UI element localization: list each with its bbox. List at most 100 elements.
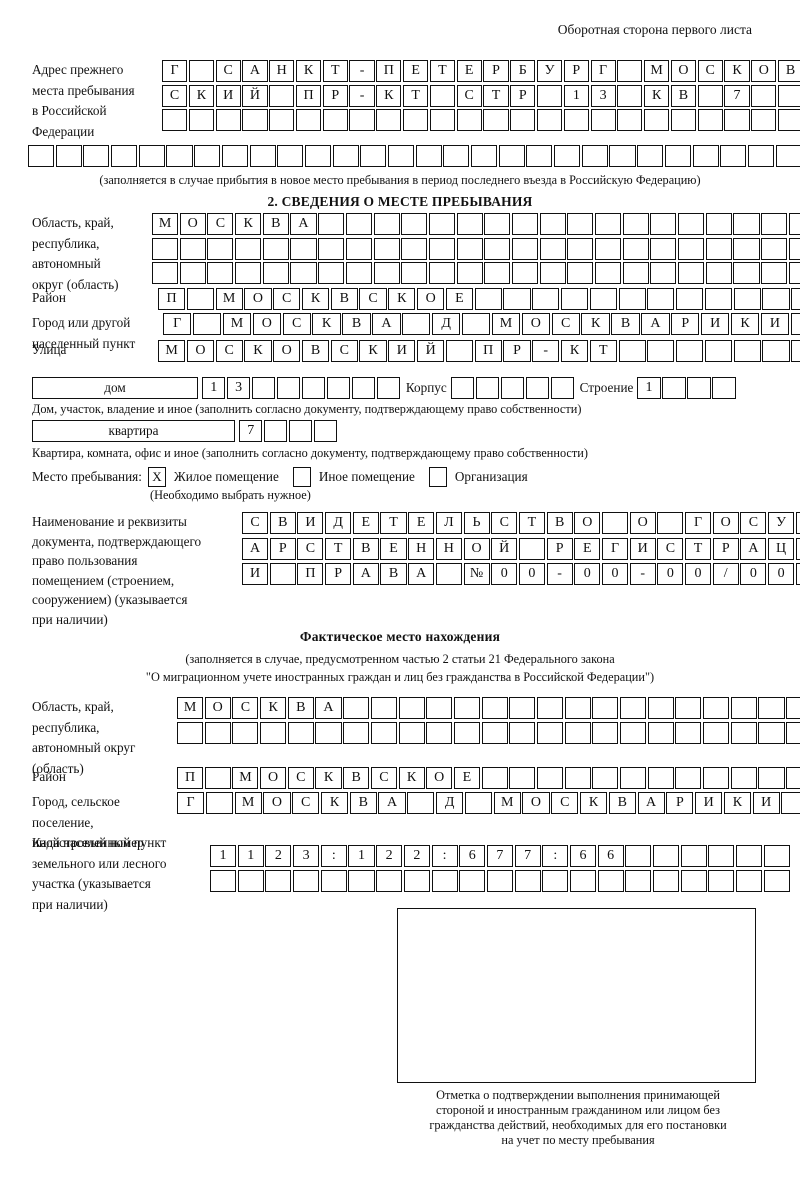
char-cell[interactable]: К xyxy=(581,313,610,335)
char-cell[interactable] xyxy=(650,262,677,285)
char-cell[interactable] xyxy=(775,145,800,167)
char-cell[interactable]: 7 xyxy=(724,84,750,107)
char-cell[interactable]: Ь xyxy=(463,512,490,534)
char-cell[interactable] xyxy=(318,262,345,285)
char-cell[interactable] xyxy=(526,145,553,167)
char-cell[interactable] xyxy=(747,145,774,167)
char-cell[interactable]: 6 xyxy=(569,845,597,867)
char-cell[interactable] xyxy=(351,377,376,399)
char-cell[interactable]: С xyxy=(657,537,684,560)
char-cell[interactable] xyxy=(751,84,777,107)
char-cell[interactable] xyxy=(293,869,320,892)
char-cell[interactable] xyxy=(401,213,428,235)
char-cell[interactable]: 0 xyxy=(574,563,601,585)
char-cell[interactable]: Й xyxy=(242,84,268,107)
checkbox-zhiloe[interactable]: X xyxy=(147,467,166,487)
char-cell[interactable] xyxy=(664,145,691,167)
char-cell[interactable] xyxy=(733,237,760,260)
char-cell[interactable] xyxy=(647,767,674,789)
char-cell[interactable]: Е xyxy=(380,537,407,560)
char-cell[interactable]: Д xyxy=(325,512,352,534)
char-cell[interactable] xyxy=(703,697,730,719)
char-cell[interactable] xyxy=(251,377,276,399)
char-cell[interactable] xyxy=(345,213,372,235)
char-cell[interactable] xyxy=(670,109,697,132)
char-cell[interactable] xyxy=(484,237,511,260)
char-cell[interactable]: А xyxy=(378,792,406,814)
char-cell[interactable]: О xyxy=(244,288,272,310)
char-cell[interactable] xyxy=(786,767,800,789)
char-cell[interactable] xyxy=(387,145,415,167)
char-cell[interactable] xyxy=(509,767,536,789)
char-cell[interactable]: 1 xyxy=(210,845,237,867)
char-cell[interactable] xyxy=(343,721,370,744)
char-cell[interactable]: 2 xyxy=(265,845,292,867)
char-cell[interactable]: С xyxy=(359,288,387,310)
char-cell[interactable]: И xyxy=(388,340,416,362)
char-cell[interactable] xyxy=(590,109,616,132)
char-cell[interactable]: 3 xyxy=(590,84,616,107)
char-cell[interactable] xyxy=(511,237,539,260)
checkbox-organizaciya[interactable] xyxy=(428,467,447,487)
char-cell[interactable]: - xyxy=(546,563,573,585)
char-cell[interactable] xyxy=(152,262,179,285)
char-cell[interactable] xyxy=(260,721,287,744)
char-cell[interactable]: А xyxy=(740,537,767,560)
char-cell[interactable] xyxy=(592,721,619,744)
char-cell[interactable]: К xyxy=(398,767,425,789)
char-cell[interactable] xyxy=(708,869,735,892)
char-cell[interactable]: 0 xyxy=(768,563,795,585)
char-cell[interactable] xyxy=(249,145,276,167)
char-cell[interactable] xyxy=(647,697,674,719)
char-cell[interactable] xyxy=(315,721,342,744)
char-cell[interactable]: К xyxy=(724,60,750,82)
char-cell[interactable]: А xyxy=(352,563,379,585)
char-cell[interactable] xyxy=(536,767,564,789)
char-cell[interactable] xyxy=(788,237,800,260)
char-cell[interactable]: Д xyxy=(436,792,464,814)
char-cell[interactable] xyxy=(657,512,684,534)
char-cell[interactable]: М xyxy=(644,60,670,82)
char-cell[interactable]: К xyxy=(188,84,214,107)
char-cell[interactable] xyxy=(786,697,800,719)
char-cell[interactable] xyxy=(456,237,483,260)
char-cell[interactable]: С xyxy=(215,60,241,82)
char-cell[interactable]: Й xyxy=(417,340,445,362)
char-cell[interactable] xyxy=(152,237,179,260)
char-cell[interactable] xyxy=(539,213,566,235)
char-cell[interactable]: О xyxy=(463,537,490,560)
char-cell[interactable] xyxy=(622,213,649,235)
char-cell[interactable] xyxy=(620,697,647,719)
char-cell[interactable] xyxy=(675,767,702,789)
char-cell[interactable] xyxy=(518,537,545,560)
char-cell[interactable]: М xyxy=(232,767,259,789)
char-cell[interactable] xyxy=(692,145,719,167)
char-cell[interactable]: И xyxy=(795,537,800,560)
char-cell[interactable]: Г xyxy=(601,537,629,560)
char-cell[interactable]: О xyxy=(751,60,777,82)
char-cell[interactable] xyxy=(617,84,643,107)
char-cell[interactable] xyxy=(761,213,788,235)
stamp-box[interactable] xyxy=(397,908,756,1083)
char-cell[interactable]: Т xyxy=(483,84,509,107)
char-cell[interactable] xyxy=(188,60,214,82)
char-cell[interactable]: В xyxy=(287,697,314,719)
char-cell[interactable]: А xyxy=(242,537,269,560)
char-cell[interactable]: - xyxy=(349,60,375,82)
char-cell[interactable]: О xyxy=(522,792,550,814)
char-cell[interactable] xyxy=(453,721,480,744)
char-cell[interactable]: И xyxy=(701,313,730,335)
char-cell[interactable] xyxy=(221,145,248,167)
char-cell[interactable] xyxy=(205,792,233,814)
char-cell[interactable]: Ц xyxy=(768,537,795,560)
char-cell[interactable]: Н xyxy=(408,537,435,560)
char-cell[interactable]: М xyxy=(493,792,521,814)
char-cell[interactable] xyxy=(484,213,511,235)
char-cell[interactable]: Д xyxy=(795,512,800,534)
char-cell[interactable] xyxy=(788,262,800,285)
char-cell[interactable] xyxy=(376,869,403,892)
char-cell[interactable]: 3 xyxy=(293,845,320,867)
char-cell[interactable]: М xyxy=(177,697,204,719)
char-cell[interactable] xyxy=(471,145,498,167)
char-cell[interactable] xyxy=(609,145,636,167)
